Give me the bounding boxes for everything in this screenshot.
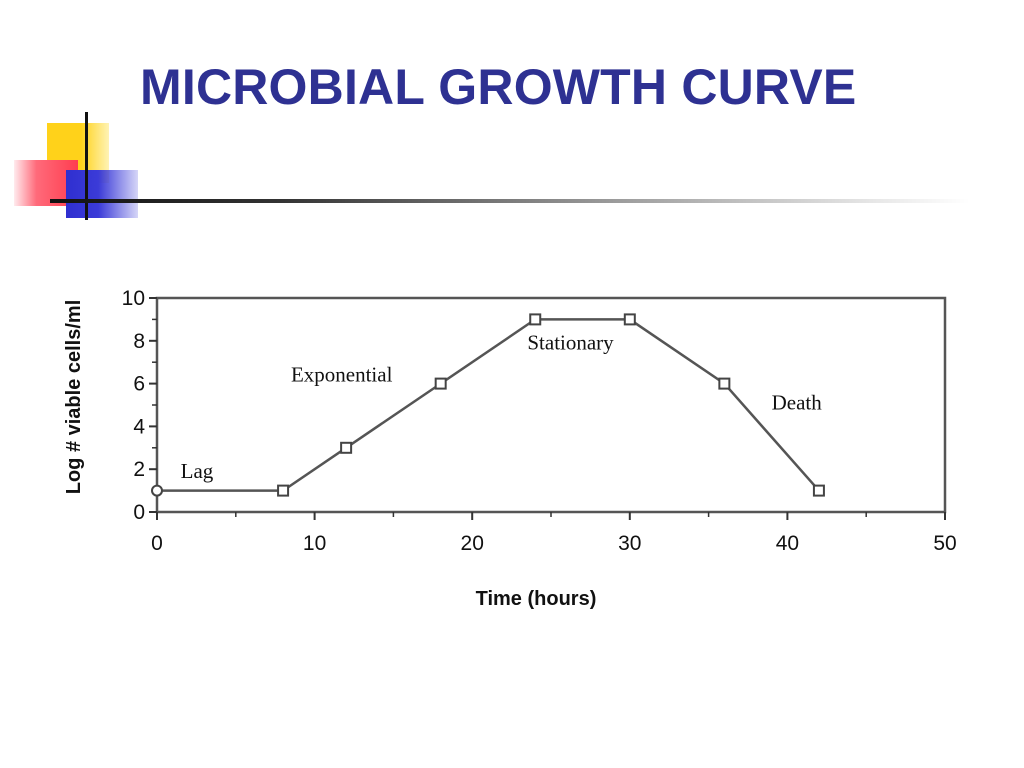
data-point (623, 313, 636, 326)
y-tick-label: 10 (122, 287, 145, 310)
phase-annotations: Lag Exponential Stationary Death (181, 330, 823, 482)
y-axis-title: Log # viable cells/ml (63, 300, 85, 495)
x-tick-label: 10 (303, 532, 326, 555)
phase-label: Exponential (291, 362, 393, 386)
data-point (529, 313, 542, 326)
data-point (718, 377, 731, 390)
x-tick-label: 20 (461, 532, 484, 555)
x-tick-label: 30 (618, 532, 641, 555)
x-tick-label: 50 (933, 532, 956, 555)
y-tick-label: 2 (133, 458, 145, 481)
series-line (157, 318, 820, 492)
phase-label: Stationary (527, 330, 614, 354)
y-tick-label: 4 (133, 415, 145, 438)
y-tick-label: 0 (133, 501, 145, 524)
slide-title: MICROBIAL GROWTH CURVE (140, 59, 857, 115)
data-point (434, 377, 447, 390)
x-tick-label: 0 (151, 532, 163, 555)
decor-vertical-line (85, 112, 88, 220)
x-tick-label: 40 (776, 532, 799, 555)
series-points (151, 313, 825, 497)
data-point (151, 484, 163, 497)
data-point (277, 484, 290, 497)
data-point (812, 484, 825, 497)
growth-line (157, 318, 820, 492)
decor-blue-square (66, 170, 138, 218)
y-tick-label: 6 (133, 373, 145, 396)
phase-label: Death (772, 390, 823, 414)
tick-labels: 0 10 20 30 40 50 0 2 4 6 8 10 (122, 287, 957, 555)
x-axis-title: Time (hours) (476, 588, 597, 610)
data-point (340, 441, 353, 454)
title-underline (50, 199, 970, 203)
phase-label: Lag (181, 459, 214, 483)
axis-ticks (149, 297, 946, 520)
y-tick-label: 8 (133, 330, 145, 353)
